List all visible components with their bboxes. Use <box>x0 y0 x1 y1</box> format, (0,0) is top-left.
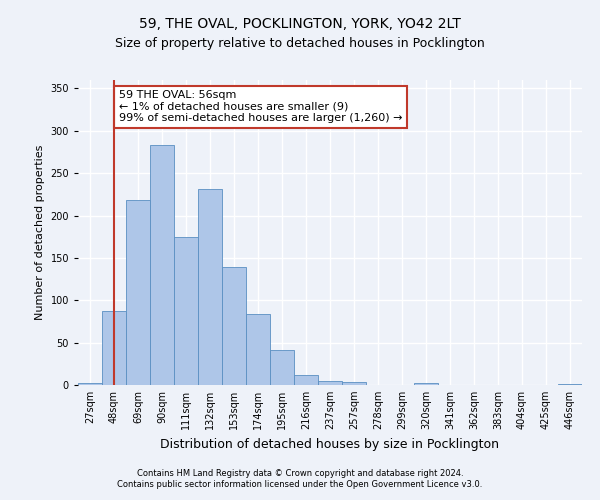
Bar <box>558 384 582 385</box>
Bar <box>246 314 270 385</box>
Bar <box>102 312 126 385</box>
X-axis label: Distribution of detached houses by size in Pocklington: Distribution of detached houses by size … <box>161 438 499 450</box>
Bar <box>270 350 294 385</box>
Y-axis label: Number of detached properties: Number of detached properties <box>35 145 45 320</box>
Bar <box>294 375 318 385</box>
Bar <box>318 381 342 385</box>
Bar <box>150 145 174 385</box>
Bar <box>222 267 246 385</box>
Text: Contains public sector information licensed under the Open Government Licence v3: Contains public sector information licen… <box>118 480 482 489</box>
Bar <box>342 382 366 385</box>
Bar <box>174 236 198 385</box>
Bar <box>126 200 150 385</box>
Text: 59 THE OVAL: 56sqm
← 1% of detached houses are smaller (9)
99% of semi-detached : 59 THE OVAL: 56sqm ← 1% of detached hous… <box>119 90 403 124</box>
Text: 59, THE OVAL, POCKLINGTON, YORK, YO42 2LT: 59, THE OVAL, POCKLINGTON, YORK, YO42 2L… <box>139 18 461 32</box>
Bar <box>198 190 222 385</box>
Text: Contains HM Land Registry data © Crown copyright and database right 2024.: Contains HM Land Registry data © Crown c… <box>137 468 463 477</box>
Bar <box>78 384 102 385</box>
Bar <box>414 384 438 385</box>
Text: Size of property relative to detached houses in Pocklington: Size of property relative to detached ho… <box>115 38 485 51</box>
